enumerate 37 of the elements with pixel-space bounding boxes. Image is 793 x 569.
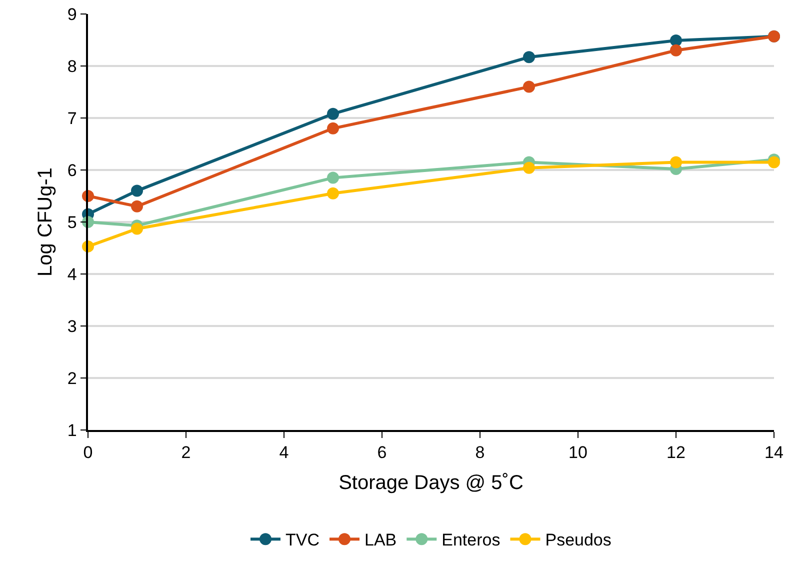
x-tick-label: 12 [666,443,686,462]
point [670,34,682,47]
x-tick-label: 6 [377,443,387,462]
y-axis-title: Log CFUg-1 [34,168,56,276]
point [327,187,339,200]
point [523,80,535,93]
point [523,162,535,174]
x-tick-label: 2 [181,443,191,462]
y-tick-label: 2 [67,368,77,388]
point [327,108,339,120]
point [131,222,143,235]
y-tick-label: 8 [67,56,77,76]
point [327,172,339,184]
y-tick-label: 4 [67,264,77,284]
x-tick-label: 0 [83,443,93,462]
legend-label: LAB [364,530,397,550]
x-tick-label: 14 [764,443,784,462]
point [670,44,682,56]
point [131,184,143,197]
point [670,156,682,168]
x-tick-label: 8 [475,443,485,462]
y-tick-label: 5 [67,212,77,232]
point [523,51,535,64]
y-tick-label: 1 [67,420,77,440]
y-tick-label: 9 [67,4,77,24]
point [768,156,780,168]
legend-label: Pseudos [545,530,612,550]
x-tick-label: 10 [568,443,588,462]
x-tick-label: 4 [279,443,289,462]
legend-label: TVC [286,530,320,550]
y-tick-label: 3 [67,316,77,336]
point [327,122,339,134]
y-tick-label: 7 [67,108,77,128]
legend-label: Enteros [442,530,500,550]
y-tick-label: 6 [67,160,77,180]
x-axis-title: Storage Days @ 5˚C [338,472,524,494]
point [131,200,143,212]
